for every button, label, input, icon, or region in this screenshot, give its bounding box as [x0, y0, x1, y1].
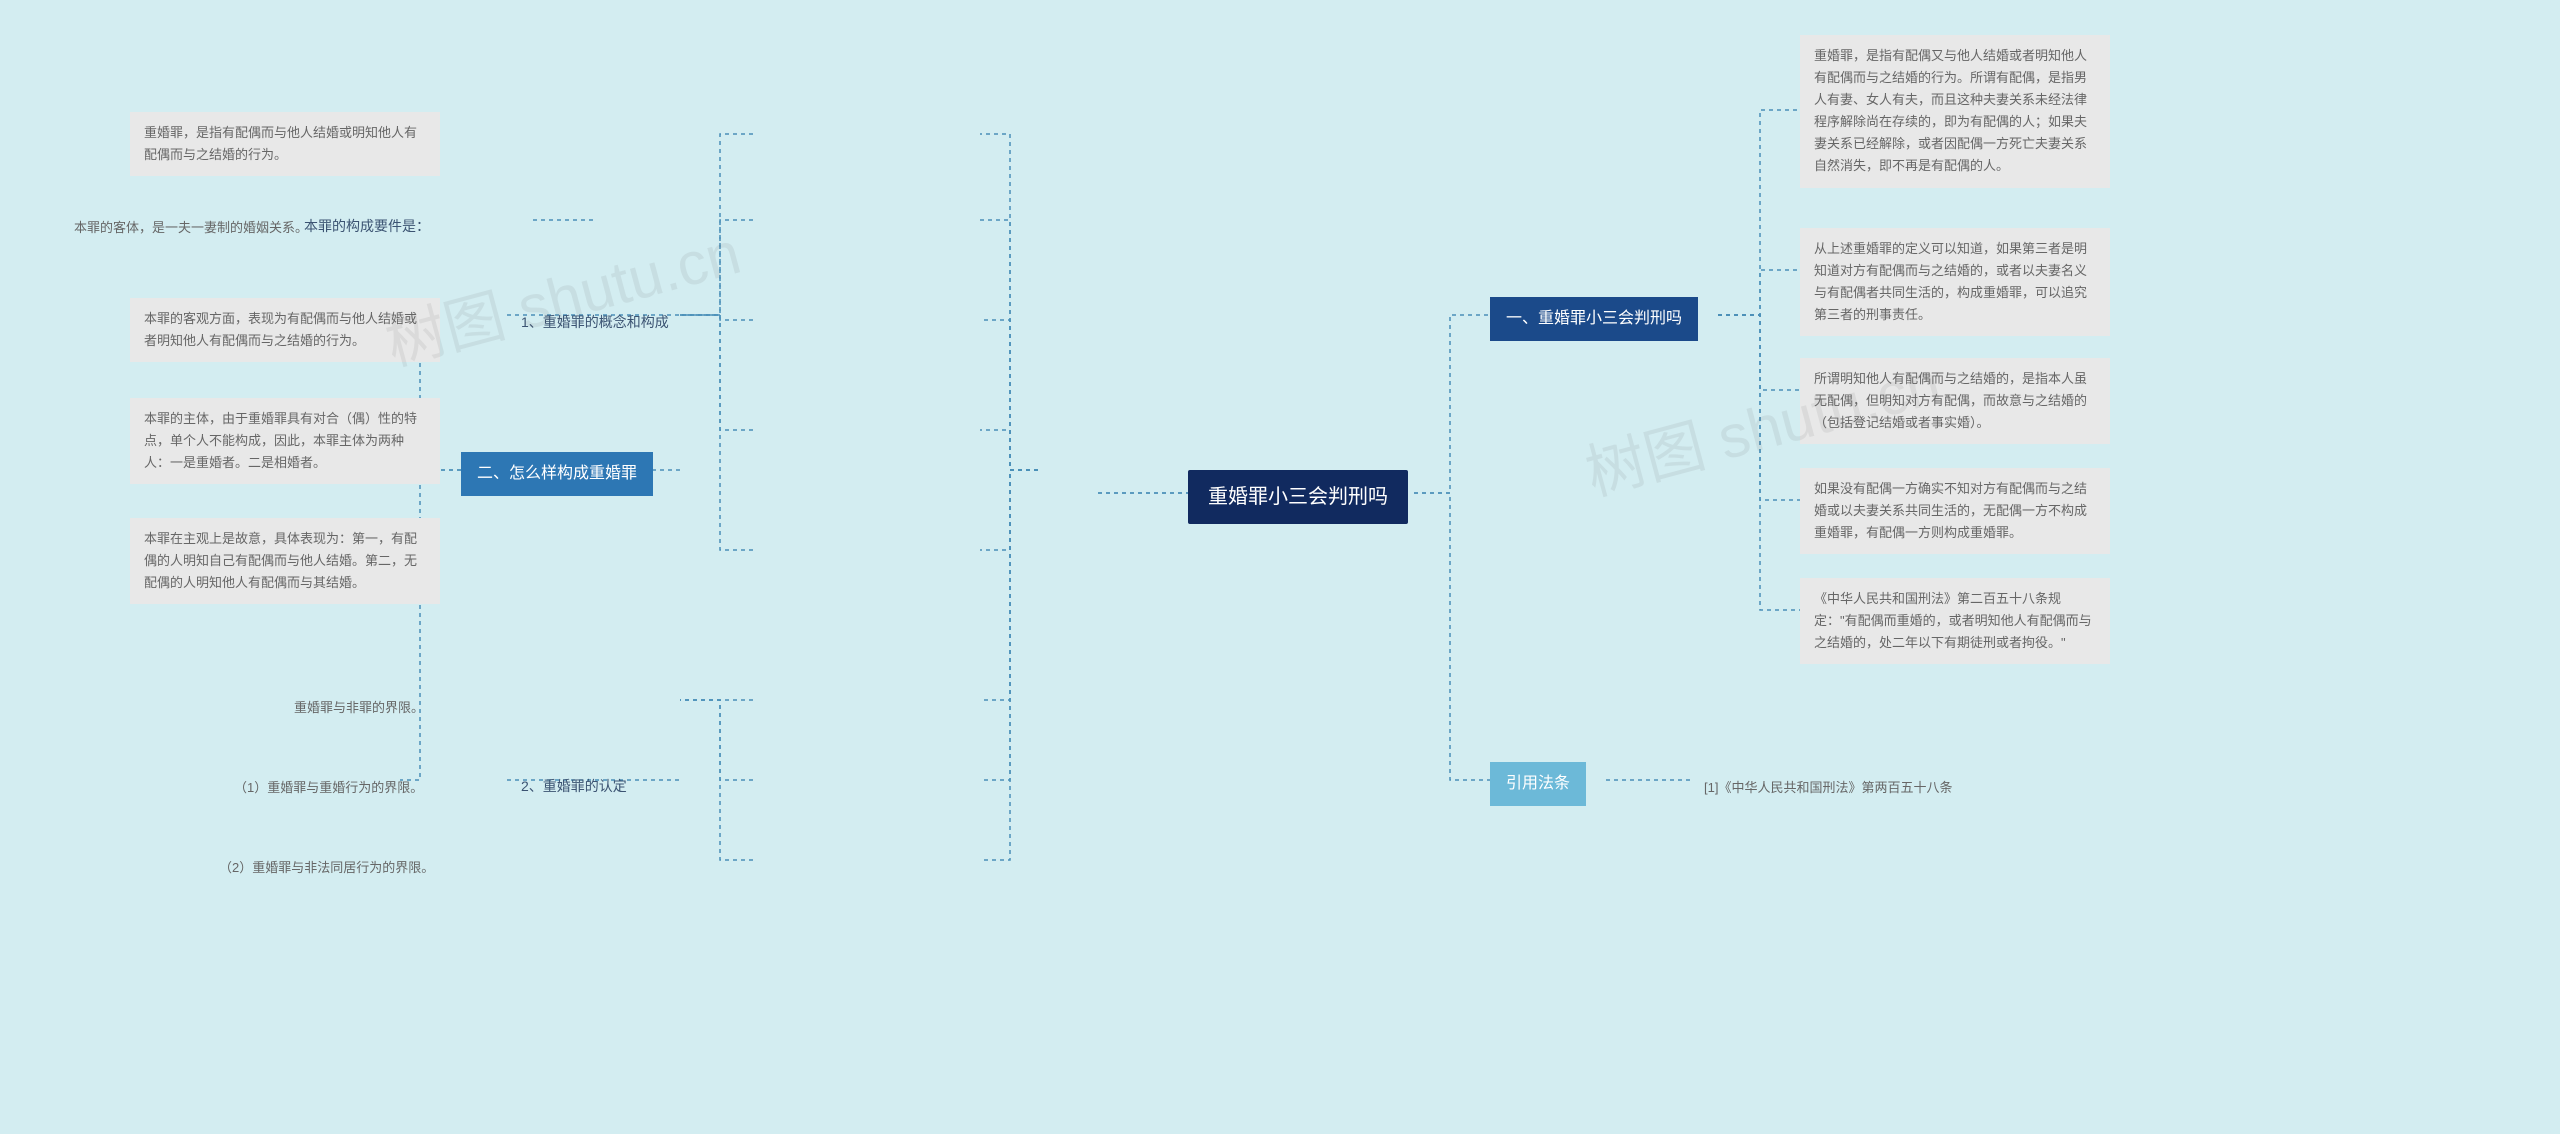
left-sub1-leaf3-text: 本罪在主观上是故意，具体表现为：第一，有配偶的人明知自己有配偶而与他人结婚。第二… — [144, 531, 417, 590]
left-sub2-leaf0-text: 重婚罪与非罪的界限。 — [294, 700, 424, 715]
right-branch2-leaf: [1]《中华人民共和国刑法》第两百五十八条 — [1690, 770, 1966, 806]
left-sub2-leaf1: （1）重婚罪与重婚行为的界限。 — [220, 770, 437, 806]
right-branch1-leaf3-text: 如果没有配偶一方确实不知对方有配偶而与之结婚或以夫妻关系共同生活的，无配偶一方不… — [1814, 481, 2087, 540]
left-sub1-subsub-leaf: 本罪的客体，是一夫一妻制的婚姻关系。 — [60, 210, 322, 246]
left-sub2-leaf2-text: （2）重婚罪与非法同居行为的界限。 — [219, 860, 434, 875]
left-sub1-leaf1: 本罪的客观方面，表现为有配偶而与他人结婚或者明知他人有配偶而与之结婚的行为。 — [130, 298, 440, 362]
right-branch1-leaf1-text: 从上述重婚罪的定义可以知道，如果第三者是明知道对方有配偶而与之结婚的，或者以夫妻… — [1814, 241, 2087, 322]
left-sub2-leaf1-text: （1）重婚罪与重婚行为的界限。 — [234, 780, 423, 795]
right-branch1-leaf0: 重婚罪，是指有配偶又与他人结婚或者明知他人有配偶而与之结婚的行为。所谓有配偶，是… — [1800, 35, 2110, 188]
right-branch1-leaf4: 《中华人民共和国刑法》第二百五十八条规定："有配偶而重婚的，或者明知他人有配偶而… — [1800, 578, 2110, 664]
right-branch1-leaf3: 如果没有配偶一方确实不知对方有配偶而与之结婚或以夫妻关系共同生活的，无配偶一方不… — [1800, 468, 2110, 554]
right-branch1-leaf4-text: 《中华人民共和国刑法》第二百五十八条规定："有配偶而重婚的，或者明知他人有配偶而… — [1814, 591, 2092, 650]
left-sub2: 2、重婚罪的认定 — [507, 768, 641, 805]
right-branch1-label: 一、重婚罪小三会判刑吗 — [1506, 310, 1682, 327]
right-branch1-leaf2-text: 所谓明知他人有配偶而与之结婚的，是指本人虽无配偶，但明知对方有配偶，而故意与之结… — [1814, 371, 2087, 430]
right-branch2: 引用法条 — [1490, 762, 1586, 806]
left-sub1-leaf0: 重婚罪，是指有配偶而与他人结婚或明知他人有配偶而与之结婚的行为。 — [130, 112, 440, 176]
root-node: 重婚罪小三会判刑吗 — [1188, 470, 1408, 524]
right-branch1-leaf1: 从上述重婚罪的定义可以知道，如果第三者是明知道对方有配偶而与之结婚的，或者以夫妻… — [1800, 228, 2110, 336]
left-sub1-leaf1-text: 本罪的客观方面，表现为有配偶而与他人结婚或者明知他人有配偶而与之结婚的行为。 — [144, 311, 417, 348]
right-branch1: 一、重婚罪小三会判刑吗 — [1490, 297, 1698, 341]
left-sub2-leaf2: （2）重婚罪与非法同居行为的界限。 — [205, 850, 448, 886]
right-branch2-label: 引用法条 — [1506, 775, 1570, 792]
left-sub1-leaf0-text: 重婚罪，是指有配偶而与他人结婚或明知他人有配偶而与之结婚的行为。 — [144, 125, 417, 162]
right-branch2-leaf-text: [1]《中华人民共和国刑法》第两百五十八条 — [1704, 780, 1952, 795]
left-sub1-subsub-label: 本罪的构成要件是： — [304, 218, 430, 234]
left-sub2-label: 2、重婚罪的认定 — [521, 778, 627, 794]
left-branch-label: 二、怎么样构成重婚罪 — [477, 465, 637, 482]
left-branch: 二、怎么样构成重婚罪 — [461, 452, 653, 496]
left-sub1-leaf2-text: 本罪的主体，由于重婚罪具有对合（偶）性的特点，单个人不能构成，因此，本罪主体为两… — [144, 411, 417, 470]
left-sub1-leaf3: 本罪在主观上是故意，具体表现为：第一，有配偶的人明知自己有配偶而与他人结婚。第二… — [130, 518, 440, 604]
right-branch1-leaf2: 所谓明知他人有配偶而与之结婚的，是指本人虽无配偶，但明知对方有配偶，而故意与之结… — [1800, 358, 2110, 444]
left-sub1: 1、重婚罪的概念和构成 — [507, 304, 683, 341]
left-sub1-label: 1、重婚罪的概念和构成 — [521, 314, 669, 330]
left-sub2-leaf0: 重婚罪与非罪的界限。 — [280, 690, 438, 726]
left-sub1-subsub-leaf-text: 本罪的客体，是一夫一妻制的婚姻关系。 — [74, 220, 308, 235]
left-sub1-leaf2: 本罪的主体，由于重婚罪具有对合（偶）性的特点，单个人不能构成，因此，本罪主体为两… — [130, 398, 440, 484]
right-branch1-leaf0-text: 重婚罪，是指有配偶又与他人结婚或者明知他人有配偶而与之结婚的行为。所谓有配偶，是… — [1814, 48, 2087, 173]
root-label: 重婚罪小三会判刑吗 — [1208, 486, 1388, 508]
